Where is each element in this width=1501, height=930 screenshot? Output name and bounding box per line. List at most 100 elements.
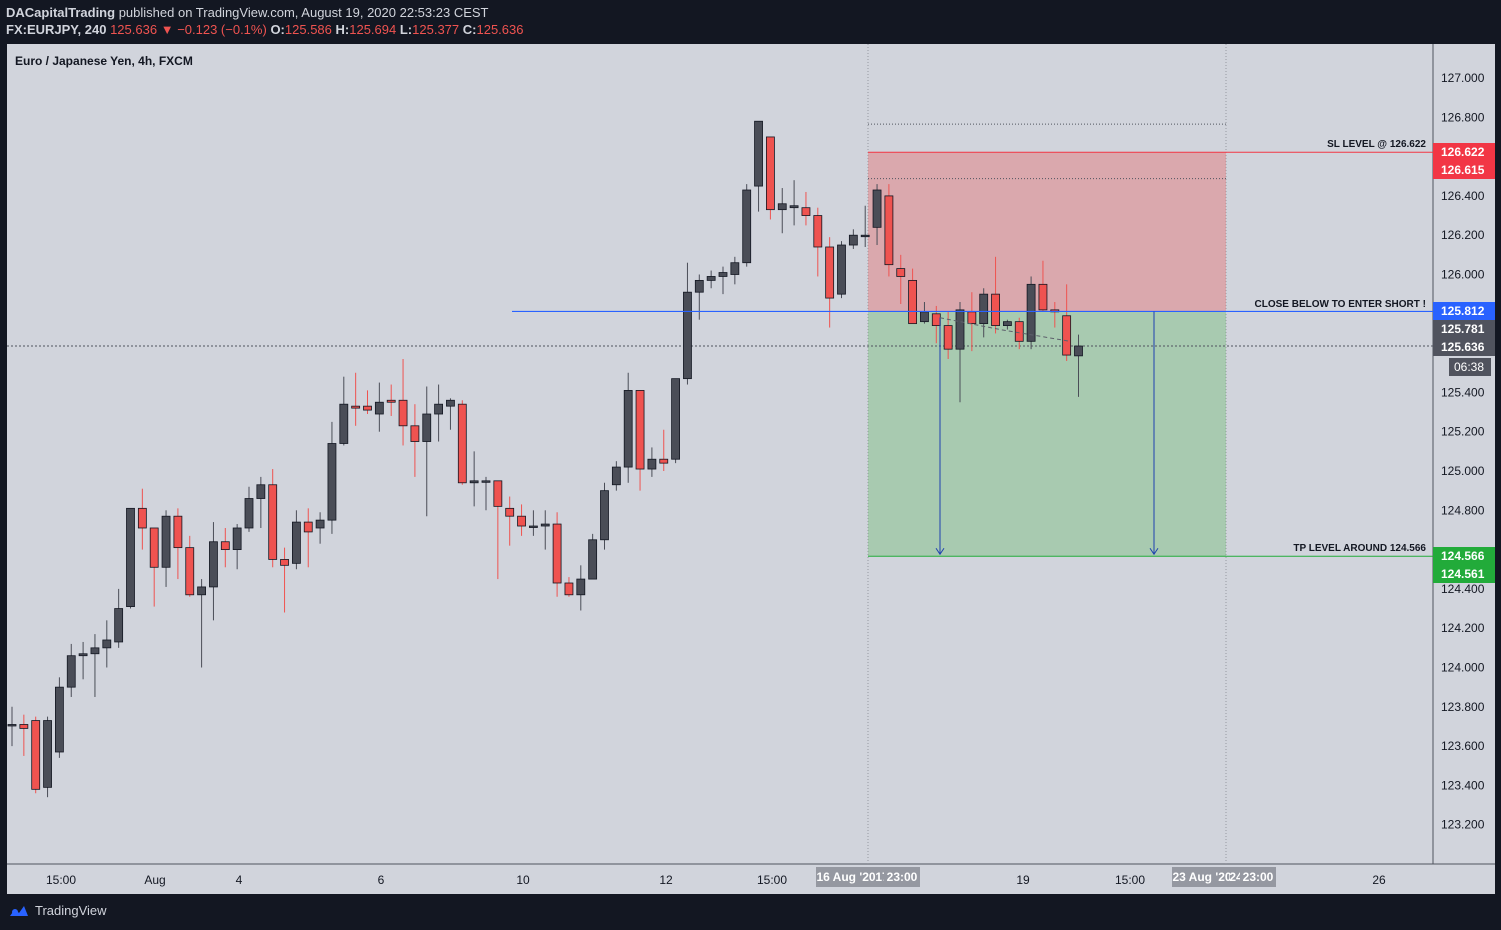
candle — [742, 184, 752, 267]
countdown-label: 06:38 — [1454, 360, 1484, 374]
candle — [410, 404, 420, 477]
tradingview-cloud-icon — [10, 905, 28, 916]
price-badge — [1433, 547, 1495, 565]
candle — [1074, 334, 1083, 397]
candle — [315, 512, 325, 544]
candle-body — [991, 293, 1000, 326]
countdown-badge — [1449, 358, 1491, 376]
candle — [374, 382, 384, 432]
price-tick-label: 123.400 — [1441, 778, 1485, 792]
candle-body — [114, 608, 124, 643]
price-badge-label: 125.636 — [1441, 340, 1485, 354]
candle — [1062, 284, 1072, 361]
price-badge-label: 125.781 — [1441, 322, 1485, 336]
time-tick-label: 15:00 — [1115, 873, 1145, 887]
candle-body — [706, 276, 716, 281]
candle — [600, 482, 609, 550]
candle-body — [303, 521, 313, 533]
price-axis[interactable] — [1433, 44, 1495, 864]
candle-body — [813, 215, 823, 248]
candle — [979, 288, 989, 338]
price-badge-label: 124.566 — [1441, 549, 1485, 563]
candle-body — [149, 527, 159, 568]
candle — [280, 547, 289, 613]
candle — [446, 398, 455, 430]
candle-body — [422, 413, 432, 442]
candle-body — [766, 136, 775, 211]
candle-body — [102, 639, 112, 649]
candle — [268, 469, 278, 568]
candle — [43, 716, 52, 798]
candle — [777, 188, 787, 234]
candle — [232, 524, 242, 570]
candle — [220, 527, 230, 568]
candle — [1014, 317, 1024, 350]
candle — [860, 205, 870, 247]
price-chart[interactable]: 127.000 126.800 126.400 126.200 126.000 125.4… — [0, 0, 1501, 894]
entry-level-label: CLOSE BELOW TO ENTER SHORT ! — [1255, 299, 1426, 310]
price-tick-label: 125.400 — [1441, 385, 1485, 399]
close-label: C: — [462, 22, 477, 37]
candle — [671, 378, 680, 464]
time-tick-label: 10 — [516, 873, 530, 887]
candle — [754, 120, 763, 212]
candle-body — [884, 195, 894, 266]
candle — [730, 256, 740, 285]
candle-body — [730, 262, 740, 275]
price-tick-label: 124.400 — [1441, 582, 1485, 596]
price-tick-label: 126.800 — [1441, 110, 1485, 124]
candle-body — [552, 523, 562, 584]
candle — [457, 400, 467, 485]
candle-body — [837, 244, 846, 295]
candle-body — [137, 507, 147, 529]
candle-body — [517, 515, 526, 527]
time-tick-label: Aug — [144, 873, 165, 887]
candle — [398, 358, 408, 446]
candle-body — [55, 686, 64, 753]
candle-body — [457, 403, 467, 484]
price-badge — [1433, 143, 1495, 161]
publisher-name[interactable]: DACapitalTrading — [6, 5, 116, 20]
snapshot-header: DACapitalTrading published on TradingVie… — [0, 0, 1501, 42]
price-tick-label: 123.800 — [1441, 700, 1485, 714]
price-tick-label: 124.000 — [1441, 661, 1485, 675]
candle — [908, 268, 917, 325]
candle — [683, 262, 692, 385]
candle — [173, 508, 183, 580]
candle-body — [1003, 321, 1012, 326]
candle-body — [825, 246, 835, 299]
candle-body — [671, 378, 680, 460]
candle — [126, 507, 135, 609]
candle — [78, 641, 88, 680]
candle-body — [694, 279, 704, 293]
candle — [718, 266, 728, 295]
candle — [801, 191, 811, 226]
candle — [576, 565, 586, 611]
price-tick-label: 126.000 — [1441, 268, 1485, 282]
high-value: 125.694 — [349, 22, 397, 37]
time-badge-label: 23:00 — [887, 870, 918, 884]
price-change: −0.123 (−0.1%) — [177, 22, 267, 37]
candle — [529, 510, 538, 536]
candle-body — [659, 458, 669, 464]
candle — [244, 486, 254, 532]
candle-body — [1014, 321, 1024, 342]
candle — [102, 620, 112, 668]
candle — [505, 496, 515, 546]
candle — [351, 372, 361, 426]
candle-body — [931, 313, 941, 326]
candle-body — [481, 480, 491, 483]
candle — [303, 508, 313, 568]
candle — [137, 488, 147, 550]
candle — [837, 241, 846, 299]
candle — [540, 510, 550, 550]
footer: TradingView — [0, 894, 1501, 930]
tradingview-logo-text: TradingView — [35, 903, 107, 918]
candle-body — [611, 466, 621, 486]
plot-area[interactable] — [7, 44, 1433, 864]
candle-body — [244, 498, 254, 529]
candle-body — [635, 390, 645, 470]
tradingview-logo[interactable]: TradingView — [8, 903, 107, 918]
symbol-label: FX:EURJPY, 240 — [6, 22, 107, 37]
candle-body — [955, 309, 965, 350]
